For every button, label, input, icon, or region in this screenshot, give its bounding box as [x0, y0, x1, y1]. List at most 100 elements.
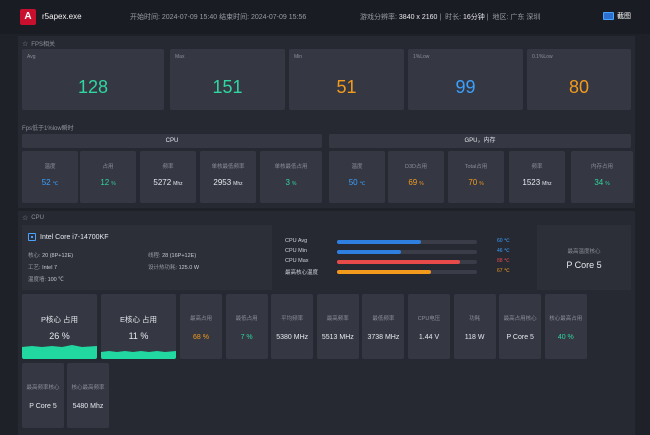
temp-bar-row: CPU Max 88 ℃ [285, 258, 515, 266]
stat-label: 最高频率 [326, 316, 349, 322]
cpu-cores: 核心: 20 (8P+12E) [28, 253, 74, 259]
cpu-stat-card: 最高频率核心 P Core 5 [22, 363, 64, 428]
stat-label: 核心最高频率 [71, 385, 105, 391]
temp-bar-value: 60 ℃ [497, 238, 510, 244]
cell-label: 单核最低占用 [274, 164, 308, 170]
apex-logo-icon: A [20, 9, 36, 25]
cpu-process: 工艺: Intel 7 [28, 265, 58, 271]
cpu-model: Intel Core i7-14700KF [28, 233, 108, 241]
temp-bar-fill [337, 260, 460, 264]
cell-label: 单核最低频率 [211, 164, 245, 170]
temp-bar-value: 67 ℃ [497, 268, 510, 274]
cpu-tjmax: 温度墙: 100 ℃ [28, 277, 64, 283]
fps-card-value: 99 [455, 77, 476, 97]
cell-value: 2953 Mhz [213, 178, 243, 187]
cpu_group-cell: 频率 5272 Mhz [140, 151, 196, 203]
stat-label: CPU电压 [417, 316, 441, 322]
cell-label: D3D占用 [404, 164, 427, 170]
cell-label: 频率 [162, 164, 174, 170]
stat-label: 最高占用 [189, 316, 212, 322]
screenshot-button[interactable]: 截图 [603, 11, 631, 21]
cpu-stat-card: 最低频率 3738 MHz [362, 294, 405, 359]
cell-value: 1523 Mhz [522, 178, 552, 187]
temp-bar-value: 46 ℃ [497, 248, 510, 254]
cell-value: 12% [100, 178, 116, 187]
stat-label: 功耗 [469, 316, 481, 322]
stat-label: 平均频率 [281, 316, 304, 322]
gpu_group-cell: D3D占用 69% [388, 151, 444, 203]
temp-bar-fill [337, 250, 401, 254]
cpu-section-title: ☆ CPU [22, 215, 44, 222]
temp-bar-label: CPU Min [285, 248, 308, 254]
stat-label: 最高频率核心 [26, 385, 60, 391]
temp-bar-fill [337, 240, 421, 244]
stat-label: 最低占用 [235, 316, 258, 322]
cpu-stat-card: 平均频率 5380 MHz [271, 294, 314, 359]
temp-bar-label: CPU Max [285, 258, 309, 264]
cpu-chip-icon [28, 233, 36, 241]
temp-bar-label: 最高核心温度 [285, 270, 319, 276]
cpu-stat-card: 核心最高占用 40 % [544, 294, 587, 359]
cpu_group-cell: 单核最低频率 2953 Mhz [200, 151, 256, 203]
e-core-usage-graph [101, 351, 176, 359]
cell-label: 占用 [102, 164, 114, 170]
temp-bar-fill [337, 270, 431, 274]
cell-value: 69% [408, 178, 424, 187]
cpu-stat-card: CPU电压 1.44 V [408, 294, 450, 359]
title-bar [0, 0, 650, 34]
temp-bar-track [337, 260, 477, 264]
screenshot-icon [603, 12, 614, 20]
cpu-tdp: 设计热功耗: 125.0 W [148, 265, 200, 271]
stat-value: P Core 5 [29, 403, 57, 410]
gpu_group-cell: 内存占用 34% [571, 151, 633, 203]
cpu-stat-card: 最高占用核心 P Core 5 [499, 294, 542, 359]
temp-bar-track [337, 250, 477, 254]
fps-card-label: Avg [27, 54, 36, 60]
cell-value: 34% [594, 178, 610, 187]
time-range: 开始时间: 2024-07-09 15:40 结束时间: 2024-07-09 … [130, 14, 307, 21]
fps-low-title: Fps低于1%low瞬时 [22, 126, 74, 132]
gpu_group-cell: Total占用 70% [448, 151, 504, 203]
stat-label: 最低频率 [372, 316, 395, 322]
stat-label: 最高占用核心 [503, 316, 537, 322]
stat-value: 1.44 V [418, 334, 440, 341]
fps-card-value: 151 [212, 77, 243, 97]
fps-card-label: 0.1%Low [532, 54, 553, 60]
cell-label: 内存占用 [590, 164, 613, 170]
fps-section-title: ☆ FPS相关 [22, 40, 55, 49]
temp-bar-value: 88 ℃ [497, 258, 510, 264]
cpu-threads: 线程: 28 (16P+12E) [148, 253, 197, 259]
cell-value: 52 ℃ [41, 178, 59, 187]
fps-card-max: Max 151 [170, 49, 285, 110]
fps-card-label: 1%Low [413, 54, 430, 60]
stat-value: 118 W [464, 334, 485, 341]
cpu_group-cell: 单核最低占用 3% [260, 151, 322, 203]
cell-label: Total占用 [464, 164, 488, 170]
fps-card-1low: 1%Low 99 [408, 49, 523, 110]
fps-card-value: 51 [336, 77, 357, 97]
e-core-usage-card: E核心 占用 11 % [101, 294, 176, 359]
cpu-group-header: CPU [22, 134, 322, 148]
cell-value: 3% [285, 178, 297, 187]
stat-value: 40 % [557, 334, 574, 341]
hottest-core-card: 最高温度核心 P Core 5 [537, 225, 631, 290]
cpu-stat-card: 核心最高频率 5480 Mhz [67, 363, 109, 428]
cpu-stat-card: 最低占用 7 % [225, 294, 268, 359]
fps-card-label: Min [294, 54, 303, 60]
cpu-stat-card: 功耗 118 W [453, 294, 496, 359]
stat-value: 5480 Mhz [72, 403, 104, 410]
cpu_group-cell: 温度 52 ℃ [22, 151, 78, 203]
cpu-info-card [22, 225, 272, 290]
temp-bar-row: CPU Min 46 ℃ [285, 248, 515, 256]
fps-card-min: Min 51 [289, 49, 404, 110]
gpu_group-cell: 频率 1523 Mhz [509, 151, 565, 203]
fps-card-avg: Avg 128 [22, 49, 164, 110]
stat-value: 68 % [193, 334, 209, 341]
stat-value: 7 % [240, 334, 253, 341]
fps-card-value: 128 [77, 77, 109, 97]
stat-value: 5513 MHz [321, 334, 354, 341]
cell-value: 50 ℃ [348, 178, 366, 187]
gpu-group-header: GPU，内存 [329, 134, 631, 148]
session-meta: 游戏分辨率: 3840 x 2160 | 时长: 16分钟 | 地区: 广东 深… [360, 14, 541, 21]
p-core-usage-card: P核心 占用 26 % [22, 294, 97, 359]
